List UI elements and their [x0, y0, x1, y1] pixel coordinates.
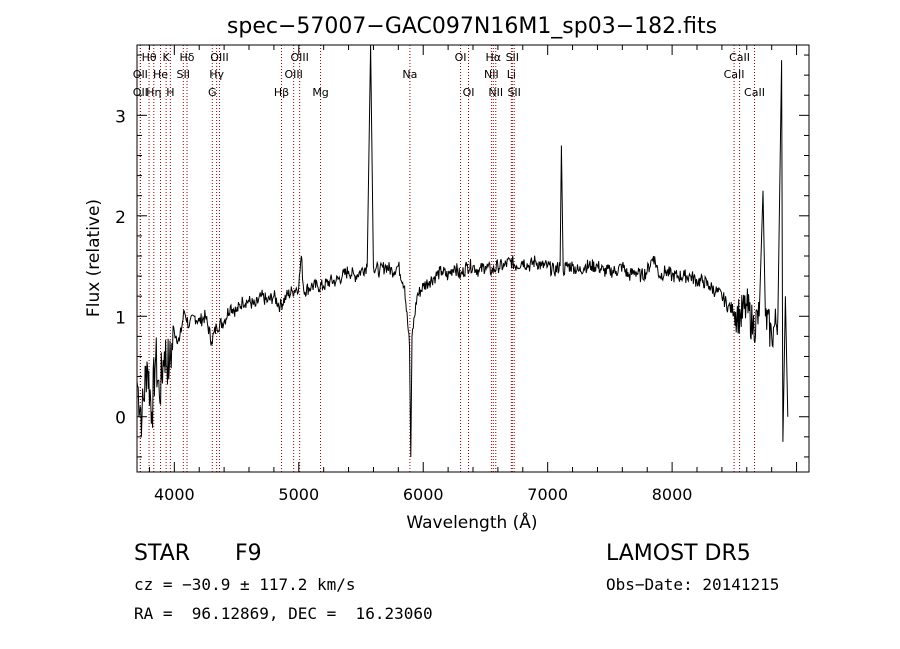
line-marker-label-23: Li: [507, 68, 516, 81]
line-marker-label-10: Hγ: [209, 68, 224, 81]
line-marker-label-3: He: [153, 68, 168, 81]
obs-date-text: Obs−Date: 20141215: [606, 575, 780, 594]
line-marker-label-24: SII: [507, 86, 520, 99]
spectrum-line: [136, 44, 789, 457]
line-marker-label-0: Hθ: [142, 51, 157, 64]
line-marker-label-25: CaII: [729, 51, 750, 64]
x-tick-label: 8000: [652, 485, 693, 504]
y-axis-label: Flux (relative): [84, 199, 104, 317]
y-tick-label: 0: [115, 409, 126, 429]
object-class: STAR: [134, 541, 191, 566]
y-tick-label: 2: [115, 208, 126, 228]
x-tick-label: 4000: [154, 485, 195, 504]
line-marker-label-21: NII: [488, 86, 503, 99]
line-marker-label-4: Hη: [146, 86, 161, 99]
line-marker-label-5: K: [163, 51, 171, 64]
line-marker-label-22: SII: [506, 51, 519, 64]
x-tick-label: 5000: [278, 485, 319, 504]
line-marker-label-20: Hα: [486, 51, 502, 64]
line-marker-label-7: Hδ: [180, 51, 195, 64]
x-axis-label: Wavelength (Å): [406, 511, 537, 533]
line-marker-label-17: OI: [455, 51, 467, 64]
line-marker-label-6: H: [166, 86, 174, 99]
line-marker-label-26: CaII: [724, 68, 745, 81]
line-marker-label-19: NII: [484, 68, 499, 81]
line-marker-label-9: OIII: [210, 51, 228, 64]
survey-name: LAMOST DR5: [606, 541, 751, 566]
line-marker-label-15: Mg: [312, 86, 328, 99]
subclass: F9: [235, 541, 262, 566]
x-ticks-group: 4000 5000 6000 7000 8000: [148, 45, 798, 504]
line-marker-label-14: OIII: [290, 51, 308, 64]
line-marker-label-16: Na: [402, 68, 417, 81]
line-marker-label-12: Hβ: [274, 86, 289, 99]
coordinates-text: RA = 96.12869, DEC = 16.23060: [134, 604, 433, 623]
line-markers-group: [139, 45, 755, 472]
line-marker-label-1: OII: [133, 68, 148, 81]
y-tick-label: 3: [115, 107, 126, 127]
chart-title: spec−57007−GAC097N16M1_sp03−182.fits: [227, 14, 717, 39]
x-tick-label: 7000: [527, 485, 568, 504]
line-marker-label-27: CaII: [744, 86, 765, 99]
y-tick-label: 1: [115, 308, 126, 328]
line-marker-label-11: G: [208, 86, 217, 99]
x-tick-label: 6000: [403, 485, 444, 504]
spectrum-group: [136, 44, 789, 457]
y-ticks-group: 0 1 2 3: [115, 54, 809, 458]
line-marker-label-18: OI: [463, 86, 475, 99]
line-marker-label-8: SII: [177, 68, 190, 81]
line-marker-label-13: OIII: [284, 68, 302, 81]
plot-frame: [136, 44, 810, 473]
redshift-text: cz = −30.9 ± 117.2 km/s: [134, 575, 356, 594]
